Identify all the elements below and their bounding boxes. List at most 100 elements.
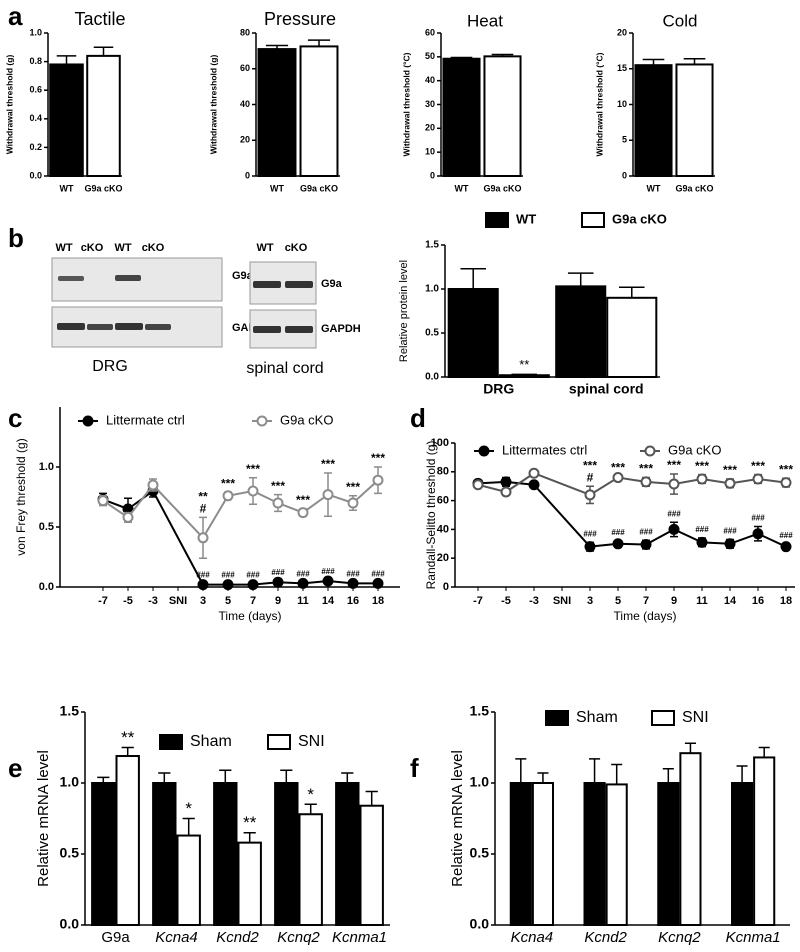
bar bbox=[359, 804, 384, 926]
marker bbox=[147, 479, 159, 491]
error-bar bbox=[307, 39, 331, 47]
panel-label: b bbox=[8, 223, 24, 253]
error-bar bbox=[736, 765, 748, 783]
bar bbox=[555, 285, 607, 378]
significance: *** bbox=[751, 459, 765, 473]
legend-label: Littermates ctrl bbox=[502, 442, 587, 457]
y-tick-label: 0.5 bbox=[60, 845, 80, 861]
x-tick-label: -7 bbox=[473, 595, 483, 607]
y-tick-label: 0.5 bbox=[470, 845, 490, 861]
y-tick-label: 40 bbox=[437, 523, 449, 535]
bar bbox=[213, 782, 238, 926]
error-bar bbox=[243, 831, 256, 843]
band bbox=[285, 326, 313, 333]
x-tick-label: 5 bbox=[225, 595, 231, 607]
error-bar bbox=[611, 763, 623, 785]
bar bbox=[498, 374, 550, 378]
y-tick-label: 0 bbox=[430, 170, 435, 180]
bar bbox=[237, 841, 262, 927]
lane-label: WT bbox=[256, 242, 273, 254]
x-tick-label: Kcnd2 bbox=[584, 929, 627, 946]
y-tick-label: 0.5 bbox=[425, 328, 439, 339]
x-tick-label: -7 bbox=[98, 595, 108, 607]
bar bbox=[606, 296, 658, 378]
band bbox=[115, 275, 141, 281]
bar bbox=[679, 752, 702, 926]
bar bbox=[447, 288, 499, 378]
x-tick-label: G9a cKO bbox=[675, 183, 713, 193]
x-tick-label: 3 bbox=[200, 595, 206, 607]
y-tick-label: 1.0 bbox=[470, 774, 490, 790]
error-bar bbox=[365, 790, 378, 806]
x-tick-label: 16 bbox=[752, 595, 764, 607]
error-bar bbox=[219, 769, 232, 783]
marker bbox=[668, 523, 680, 535]
error-bar bbox=[619, 286, 645, 298]
x-tick-label: 7 bbox=[250, 595, 256, 607]
y-axis-label: Randall-Selitto threshold (g) bbox=[424, 441, 438, 590]
y-axis-label: Relative protein level bbox=[398, 260, 410, 362]
marker bbox=[472, 479, 484, 491]
marker bbox=[97, 495, 109, 507]
significance: ### bbox=[639, 527, 653, 536]
x-tick-label: 18 bbox=[780, 595, 792, 607]
marker bbox=[297, 507, 309, 519]
error-bar bbox=[341, 772, 354, 783]
y-tick-label: 1.0 bbox=[60, 774, 80, 790]
bar bbox=[115, 755, 140, 927]
bar bbox=[299, 45, 339, 177]
significance: ### bbox=[246, 571, 260, 580]
band bbox=[87, 324, 113, 330]
y-axis-label: Withdrawal threshold (g) bbox=[4, 55, 14, 155]
x-tick-label: 11 bbox=[696, 595, 708, 607]
y-tick-label: 60 bbox=[240, 63, 250, 73]
panel-label: a bbox=[8, 1, 23, 31]
x-tick-label: 16 bbox=[347, 595, 359, 607]
y-tick-label: 60 bbox=[425, 27, 435, 37]
panel-label: f bbox=[410, 753, 419, 783]
marker bbox=[612, 538, 624, 550]
x-tick-label: WT bbox=[60, 183, 74, 193]
y-tick-label: 20 bbox=[437, 552, 449, 564]
marker bbox=[584, 489, 596, 501]
protein-label: G9a bbox=[321, 278, 343, 290]
y-axis-label: Withdrawal threshold (°C) bbox=[594, 52, 604, 156]
error-bar bbox=[758, 746, 770, 758]
chart-title: Pressure bbox=[264, 9, 336, 29]
marker bbox=[500, 476, 512, 488]
bar bbox=[657, 782, 680, 926]
marker bbox=[347, 497, 359, 509]
significance: ### bbox=[196, 571, 210, 580]
y-tick-label: 0.0 bbox=[39, 581, 54, 593]
x-tick-label: -5 bbox=[123, 595, 133, 607]
legend-label: Sham bbox=[190, 733, 232, 750]
significance: *** bbox=[779, 462, 793, 476]
error-bar bbox=[684, 742, 696, 754]
error-bar bbox=[182, 817, 195, 836]
y-tick-label: 0.5 bbox=[39, 521, 54, 533]
marker bbox=[222, 490, 234, 502]
bar bbox=[675, 63, 714, 177]
marker bbox=[247, 485, 259, 497]
y-tick-label: 1.5 bbox=[470, 703, 490, 719]
error-bar bbox=[199, 516, 207, 559]
y-tick-label: 5 bbox=[622, 135, 627, 145]
significance: ** bbox=[121, 728, 135, 747]
marker bbox=[752, 473, 764, 485]
band bbox=[145, 324, 171, 330]
legend-swatch bbox=[159, 734, 183, 750]
band bbox=[115, 323, 143, 330]
y-tick-label: 20 bbox=[425, 123, 435, 133]
line-connector bbox=[533, 472, 591, 496]
x-tick-label: 9 bbox=[275, 595, 281, 607]
chart-title: Tactile bbox=[74, 9, 125, 29]
x-tick-label: spinal cord bbox=[569, 381, 644, 397]
significance: ** bbox=[243, 813, 257, 832]
marker bbox=[780, 477, 792, 489]
bar bbox=[442, 57, 481, 178]
significance: *** bbox=[723, 463, 737, 477]
significance: *** bbox=[639, 462, 653, 476]
significance: # bbox=[200, 502, 207, 516]
x-tick-label: Kcnq2 bbox=[658, 929, 701, 946]
